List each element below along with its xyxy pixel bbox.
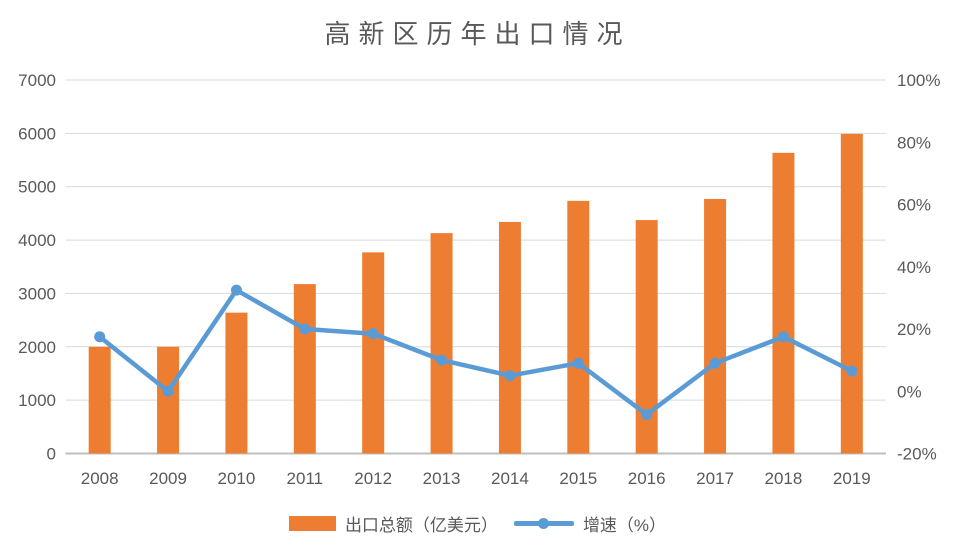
x-axis-label-2017: 2017 [696, 469, 734, 488]
bar-2013 [430, 233, 453, 454]
legend-line-marker-icon [538, 518, 550, 529]
bar-2012 [362, 252, 385, 454]
x-axis-label-2016: 2016 [628, 469, 666, 488]
growth-point-2015 [572, 357, 584, 369]
x-axis-label-2015: 2015 [559, 469, 597, 488]
bar-2010 [225, 312, 248, 454]
bar-2014 [498, 221, 521, 454]
left-axis-tick-label: 1000 [18, 391, 56, 410]
right-axis-tick-label: 80% [897, 133, 931, 152]
x-axis-label-2012: 2012 [354, 469, 392, 488]
left-axis-tick-label: 5000 [18, 178, 56, 197]
bar-2017 [704, 198, 727, 454]
left-axis-tick-label: 6000 [18, 124, 56, 143]
x-axis-label-2008: 2008 [81, 469, 119, 488]
right-axis-tick-label: 100% [897, 71, 940, 90]
right-axis-tick-label: 20% [897, 320, 931, 339]
left-axis-tick-label: 7000 [18, 71, 56, 90]
bar-2008 [88, 346, 111, 454]
left-axis-tick-label: 2000 [18, 338, 56, 357]
legend-bar-swatch-icon [288, 516, 336, 531]
left-axis-tick-label: 3000 [18, 284, 56, 303]
x-axis-label-2014: 2014 [491, 469, 529, 488]
right-axis-tick-label: 60% [897, 196, 931, 215]
x-axis-label-2011: 2011 [287, 469, 324, 488]
growth-point-2017 [709, 357, 721, 369]
chart-title: 高新区历年出口情况 [324, 20, 631, 50]
bar-2011 [293, 284, 316, 454]
growth-point-2009 [162, 385, 174, 397]
legend-bar-label: 出口总额（亿美元） [344, 516, 498, 535]
growth-point-2018 [777, 331, 789, 343]
growth-point-2014 [504, 370, 516, 382]
right-axis-tick-label: 40% [897, 258, 931, 277]
bar-2015 [567, 200, 590, 454]
left-axis-tick-label: 4000 [18, 231, 56, 250]
x-axis-label-2013: 2013 [423, 469, 461, 488]
legend-line-label: 增速（%） [582, 516, 667, 535]
growth-point-2019 [846, 365, 858, 377]
bar-2016 [635, 220, 658, 454]
growth-point-2008 [94, 331, 106, 343]
right-axis-tick-label: 0% [897, 382, 922, 401]
growth-point-2013 [436, 354, 448, 366]
growth-point-2011 [299, 323, 311, 335]
x-axis-label-2019: 2019 [833, 469, 871, 488]
growth-point-2016 [641, 409, 653, 421]
x-axis-label-2009: 2009 [149, 469, 187, 488]
bar-2019 [840, 133, 863, 454]
x-axis-label-2018: 2018 [765, 469, 803, 488]
right-axis-tick-label: -20% [897, 445, 937, 464]
growth-point-2012 [367, 328, 379, 340]
left-axis-tick-label: 0 [47, 445, 56, 464]
growth-point-2010 [230, 284, 242, 296]
x-axis-label-2010: 2010 [218, 469, 256, 488]
bar-2018 [772, 152, 795, 454]
legend: 出口总额（亿美元） 增速（%） [0, 511, 955, 536]
bar-2009 [157, 346, 180, 454]
legend-line-swatch-icon [513, 518, 574, 529]
growth-line [97, 287, 855, 417]
